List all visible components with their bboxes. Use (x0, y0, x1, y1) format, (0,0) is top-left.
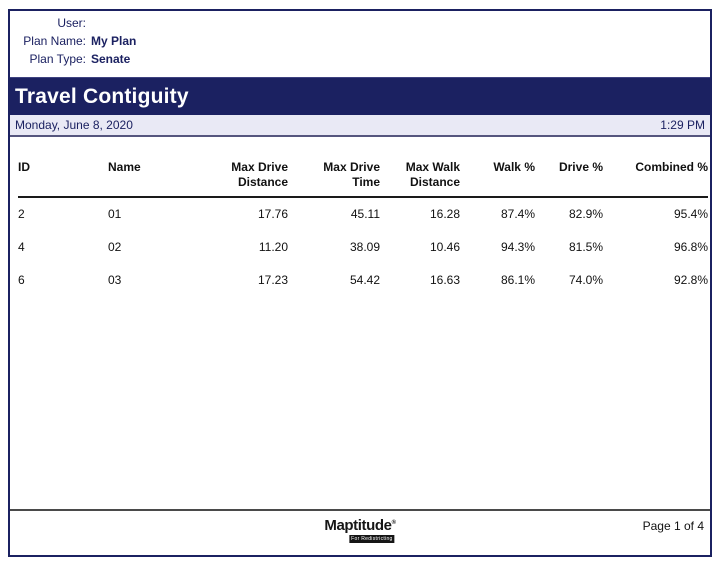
cell-combined-pct: 92.8% (673, 273, 708, 287)
cell-max-walk-distance: 16.63 (429, 273, 460, 287)
cell-name: 01 (108, 207, 122, 221)
col-header-combined-pct: Combined % (635, 160, 708, 174)
table-header: ID Name Max Drive Distance Max Drive Tim… (18, 160, 708, 197)
cell-max-drive-distance: 17.76 (257, 207, 288, 221)
cell-max-walk-distance: 10.46 (429, 240, 460, 254)
report-date: Monday, June 8, 2020 (15, 118, 133, 132)
col-header-name: Name (108, 160, 141, 174)
cell-drive-pct: 82.9% (568, 207, 603, 221)
cell-id: 4 (18, 240, 25, 254)
report-title-bar: Travel Contiguity (10, 77, 710, 115)
cell-name: 02 (108, 240, 122, 254)
maptitude-logo: Maptitude® For Redistricting (324, 516, 396, 543)
page-title: Travel Contiguity (15, 84, 189, 108)
page-number: Page 1 of 4 (642, 519, 704, 533)
registered-trademark-icon: ® (391, 520, 396, 526)
table-row: 2 01 17.76 45.11 16.28 87.4% 82.9% 95.4% (18, 197, 708, 231)
logo-wordmark: Maptitude (324, 517, 392, 534)
plan-name-value: My Plan (91, 34, 137, 48)
plan-meta-block: User: Plan Name: My Plan Plan Type: Sena… (10, 11, 710, 68)
col-header-max-drive-distance: Max Drive Distance (231, 160, 288, 189)
col-header-drive-pct: Drive % (558, 160, 603, 174)
cell-id: 2 (18, 207, 25, 221)
meta-row-user: User: (10, 14, 710, 32)
plan-type-value: Senate (91, 52, 131, 66)
cell-walk-pct: 87.4% (500, 207, 535, 221)
cell-max-drive-distance: 17.23 (257, 273, 288, 287)
plan-type-label: Plan Type: (29, 52, 86, 66)
cell-max-drive-time: 54.42 (349, 273, 380, 287)
cell-id: 6 (18, 273, 25, 287)
col-header-max-drive-time: Max Drive Time (323, 160, 380, 189)
cell-max-drive-time: 45.11 (350, 207, 380, 221)
user-label: User: (57, 16, 86, 30)
cell-combined-pct: 96.8% (673, 240, 708, 254)
cell-walk-pct: 94.3% (500, 240, 535, 254)
cell-combined-pct: 95.4% (673, 207, 708, 221)
table-header-row: ID Name Max Drive Distance Max Drive Tim… (18, 160, 708, 197)
travel-contiguity-table: ID Name Max Drive Distance Max Drive Tim… (18, 160, 708, 297)
table-row: 6 03 17.23 54.42 16.63 86.1% 74.0% 92.8% (18, 264, 708, 297)
date-time-bar: Monday, June 8, 2020 1:29 PM (10, 115, 710, 137)
table-body: 2 01 17.76 45.11 16.28 87.4% 82.9% 95.4%… (18, 197, 708, 297)
report-footer: Maptitude® For Redistricting Page 1 of 4 (10, 509, 710, 555)
cell-max-walk-distance: 16.28 (429, 207, 460, 221)
col-header-id: ID (18, 160, 30, 174)
cell-max-drive-distance: 11.20 (258, 240, 288, 254)
cell-name: 03 (108, 273, 122, 287)
cell-drive-pct: 74.0% (568, 273, 603, 287)
maptitude-logo-text: Maptitude® (324, 517, 396, 534)
meta-row-plan-type: Plan Type: Senate (10, 50, 710, 68)
plan-name-label: Plan Name: (23, 34, 86, 48)
cell-walk-pct: 86.1% (500, 273, 535, 287)
col-header-walk-pct: Walk % (493, 160, 535, 174)
maptitude-logo-subtext: For Redistricting (349, 535, 395, 543)
cell-drive-pct: 81.5% (568, 240, 603, 254)
meta-row-plan-name: Plan Name: My Plan (10, 32, 710, 50)
report-time: 1:29 PM (660, 118, 705, 132)
col-header-max-walk-distance: Max Walk Distance (405, 160, 460, 189)
cell-max-drive-time: 38.09 (349, 240, 380, 254)
report-page: User: Plan Name: My Plan Plan Type: Sena… (8, 9, 712, 557)
table-row: 4 02 11.20 38.09 10.46 94.3% 81.5% 96.8% (18, 231, 708, 264)
